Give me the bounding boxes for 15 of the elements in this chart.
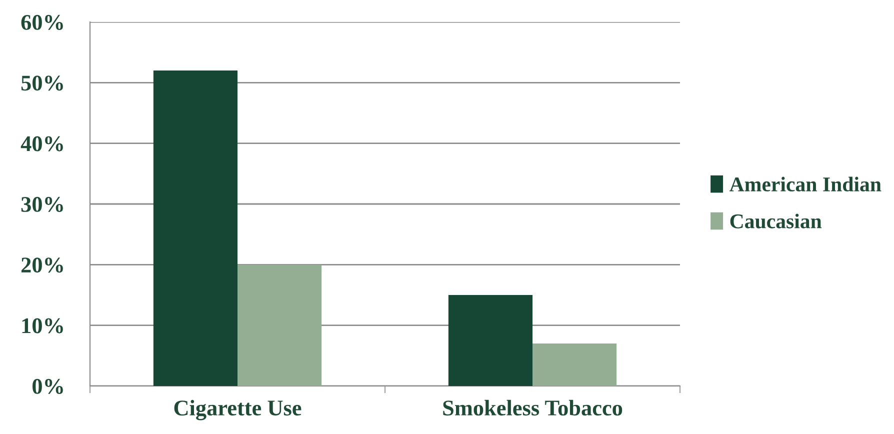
y-tick-label: 10% (22, 318, 63, 334)
y-tick-label: 60% (21, 14, 63, 30)
y-tick-label: 20% (21, 258, 63, 273)
legend-label: American Indian (730, 176, 882, 192)
bar (532, 344, 617, 386)
x-tick-label: Smokeless Tobacco (443, 400, 622, 416)
bar (238, 264, 322, 386)
y-tick-label: 0% (32, 378, 63, 394)
y-tick-label: 40% (20, 136, 63, 152)
y-tick-label: 30% (21, 196, 63, 212)
legend-label: Caucasian (730, 214, 822, 228)
x-tick-label: Cigarette Use (174, 400, 302, 420)
bar (153, 70, 238, 386)
bar (448, 295, 532, 386)
y-tick-label: 50% (21, 76, 63, 91)
